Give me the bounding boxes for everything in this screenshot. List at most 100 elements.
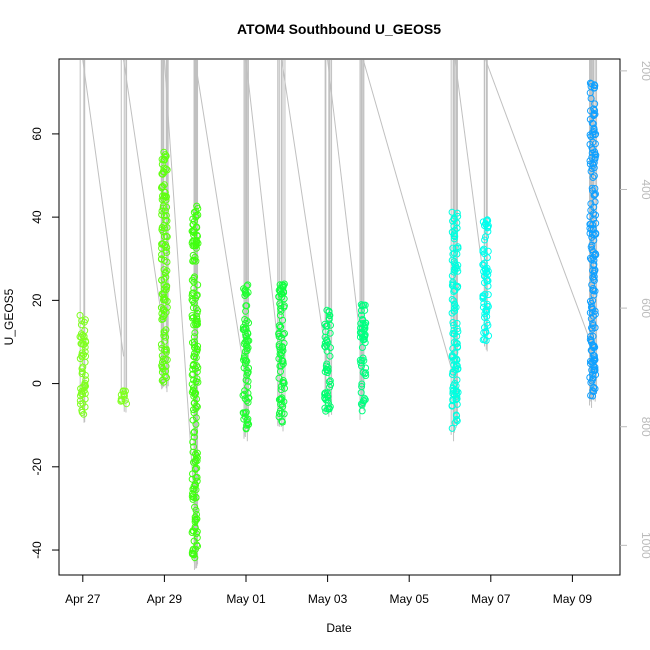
data-point [279,331,287,338]
data-point [160,328,168,336]
y-tick-label: 60 [30,127,44,141]
data-point [449,278,457,286]
data-point [450,321,458,329]
data-point [193,375,201,383]
data-point [592,250,599,258]
data-point [484,224,492,232]
data-point [589,254,597,262]
data-point [588,377,596,385]
data-point [588,184,596,192]
data-point [591,107,599,114]
y2-tick-label: 1000 [639,532,650,559]
data-point [279,377,287,384]
data-point [587,107,594,115]
data-point [191,365,199,373]
data-point [191,503,199,511]
data-point [591,266,599,274]
data-point [80,318,88,326]
data-point [324,367,332,375]
data-point [190,433,198,441]
data-point [358,383,366,390]
data-point [277,386,285,394]
data-point [191,428,198,436]
data-point [281,330,288,337]
data-point [193,395,200,403]
data-point [82,382,89,390]
data-point [484,291,492,299]
data-point [279,360,287,368]
data-point [162,232,170,240]
data-point [77,333,85,341]
data-point [162,246,170,254]
data-point [161,156,168,164]
data-point [244,389,252,397]
data-point [586,213,594,220]
data-point [326,312,334,320]
y-tick-label: -20 [30,458,44,476]
data-point [159,355,167,363]
data-point [189,221,197,229]
data-point [193,202,201,210]
data-point [239,323,247,331]
data-point [123,400,130,408]
data-point [242,307,250,315]
y-tick-label: -40 [30,541,44,559]
data-point [323,337,331,345]
data-point [243,372,251,379]
data-point [586,157,594,165]
data-point [479,336,487,344]
data-point [158,226,166,234]
y2-axis: 200 400 600 800 1000 [620,61,650,559]
data-point [275,355,283,363]
data-point [484,321,492,329]
data-point [193,473,201,481]
data-point [191,253,199,261]
data-point [158,316,166,323]
data-point [450,249,458,257]
data-point [592,371,600,379]
data-point [275,413,283,421]
data-point [188,296,196,304]
transit-trace [82,59,125,357]
data-point [189,438,197,446]
data-point [188,493,196,501]
data-point [241,286,249,294]
data-point [326,344,334,352]
data-point [454,365,462,373]
data-point [280,339,288,347]
data-point [452,396,460,404]
data-point [450,382,457,390]
data-point [448,352,456,359]
data-point [591,324,599,332]
data-point [190,360,198,368]
data-point [81,371,89,379]
data-point [452,382,460,390]
data-point [586,224,594,232]
data-point [591,140,599,148]
data-point [277,395,285,403]
data-point [326,377,334,385]
data-point [326,352,334,360]
data-point [590,236,598,244]
data-point [453,209,461,217]
data-point [275,343,283,351]
data-point [194,281,202,289]
data-point [590,388,597,396]
data-point [590,262,598,270]
data-point [245,319,253,327]
data-point [275,333,283,340]
data-point [361,333,369,341]
data-point [590,273,598,281]
data-point [590,164,598,172]
data-point [81,327,89,335]
data-point [241,316,249,323]
data-point [591,310,599,318]
data-point [484,267,492,275]
data-point [276,287,284,294]
data-point [240,354,248,362]
y-tick-label: 0 [30,380,44,387]
data-points [76,79,600,562]
data-point [188,388,196,396]
transit-trace [327,59,364,365]
data-point [190,217,198,225]
